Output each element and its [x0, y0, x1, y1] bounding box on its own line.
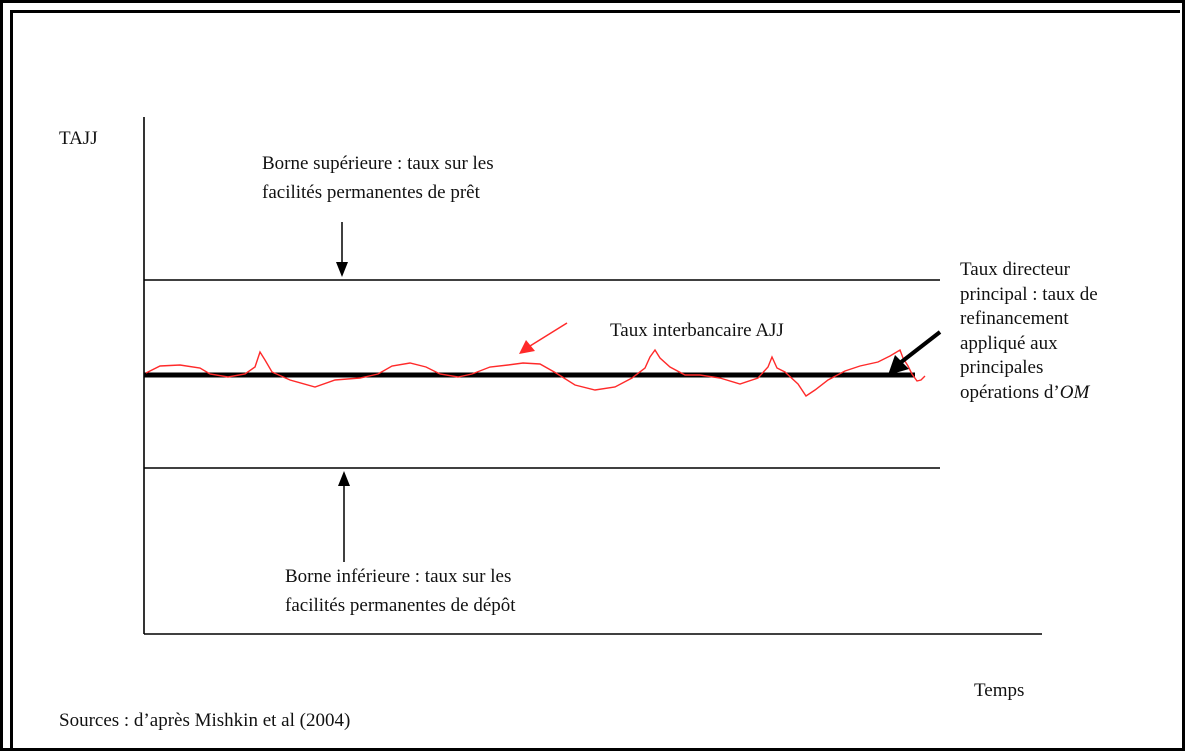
policy-rate-label-line-6: opérations d’OM [960, 381, 1098, 406]
policy-rate-label-line-3: refinancement [960, 308, 1069, 329]
interbank-rate-curve [145, 348, 926, 397]
upper-bound-label-line-2: facilités permanentes de prêt [262, 182, 480, 203]
policy-rate-arrow [888, 330, 942, 375]
upper-bound-arrow [336, 222, 348, 277]
lower-bound-arrow [338, 471, 350, 562]
upper-bound-label-line-1: Borne supérieure : taux sur les [262, 153, 494, 174]
upper-bound-label: Borne supérieure : taux sur les facilité… [262, 149, 494, 207]
x-axis-label: Temps [974, 680, 1025, 701]
lower-bound-label-line-1: Borne inférieure : taux sur les [285, 566, 512, 587]
policy-rate-label-om: OM [1059, 381, 1090, 403]
policy-rate-label-line-6-text: opérations d’ [960, 381, 1060, 403]
policy-rate-label-line-1: Taux directeur [960, 259, 1070, 280]
lower-bound-label-line-2: facilités permanentes de dépôt [285, 595, 516, 616]
y-axis-label: TAJJ [59, 128, 98, 149]
interbank-label: Taux interbancaire AJJ [610, 320, 784, 341]
policy-rate-label-line-2: principal : taux de [960, 283, 1098, 305]
source-note: Sources : d’après Mishkin et al (2004) [59, 710, 351, 731]
policy-rate-label: Taux directeur principal : taux de refin… [960, 258, 1098, 405]
inner-border [10, 10, 1180, 751]
policy-rate-label-line-5: principales [960, 357, 1044, 378]
lower-bound-label: Borne inférieure : taux sur les facilité… [285, 562, 516, 620]
interbank-arrow [519, 322, 568, 354]
policy-rate-label-line-4: appliqué aux [960, 332, 1058, 354]
